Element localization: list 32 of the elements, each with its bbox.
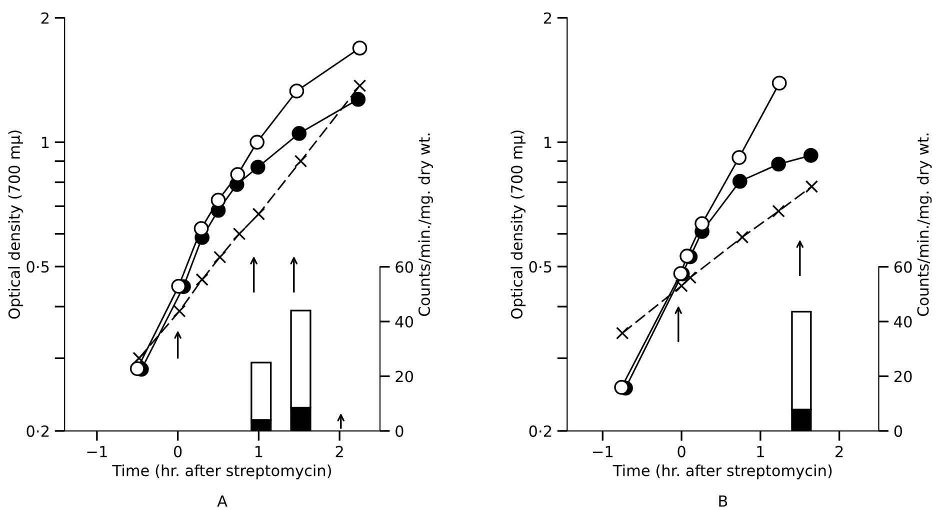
- y2-axis-title: Counts/min./mg. dry wt.: [418, 134, 433, 316]
- y-tick-label: 2: [41, 12, 48, 24]
- y2-tick-label: 60: [396, 261, 414, 273]
- y2-tick-label: 20: [894, 370, 912, 382]
- x-tick-label: −1: [593, 446, 612, 458]
- y-axis-title: Optical density (700 mμ): [510, 130, 526, 319]
- x-tick-label: 0: [174, 446, 182, 458]
- y-tick-label: 0·2: [529, 425, 552, 437]
- y2-axis-title: Counts/min./mg. dry wt.: [916, 134, 932, 316]
- y-tick-label: 0·5: [26, 261, 49, 273]
- y-tick-label: 0·5: [529, 261, 552, 273]
- x-axis-title: Time (hr. after streptomycin): [112, 464, 331, 480]
- y-axis-title: Optical density (700 mμ): [8, 130, 23, 319]
- y-tick-label: 1: [42, 136, 49, 148]
- x-tick-label: 1: [757, 446, 764, 458]
- y-tick-label: 1: [544, 136, 552, 148]
- text: B: [719, 495, 728, 507]
- y-tick-label: 0·2: [26, 425, 48, 437]
- x-axis-title: Time (hr. after streptomycin): [612, 464, 832, 480]
- y-tick-label: 2: [544, 12, 552, 24]
- x-tick-label: 1: [256, 446, 262, 458]
- y2-tick-label: 0: [894, 425, 902, 437]
- y2-tick-label: 60: [894, 261, 912, 273]
- x-tick-label: 2: [836, 446, 843, 458]
- text: A: [217, 495, 228, 507]
- y2-tick-label: 20: [396, 370, 414, 382]
- y2-tick-label: 0: [396, 425, 404, 437]
- y2-tick-label: 40: [894, 316, 912, 328]
- y2-tick-label: 40: [395, 316, 414, 328]
- x-tick-label: 2: [336, 446, 343, 458]
- x-tick-label: −1: [87, 446, 107, 458]
- x-tick-label: 0: [678, 446, 686, 458]
